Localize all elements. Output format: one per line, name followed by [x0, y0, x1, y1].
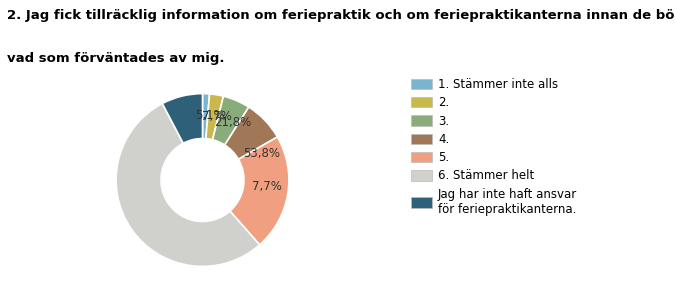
Text: 21,8%: 21,8% — [214, 116, 251, 129]
Text: vad som förväntades av mig.: vad som förväntades av mig. — [7, 52, 224, 65]
Wedge shape — [162, 94, 202, 143]
Wedge shape — [230, 137, 289, 245]
Wedge shape — [225, 107, 277, 159]
Text: 7,7%: 7,7% — [252, 181, 282, 194]
Legend: 1. Stämmer inte alls, 2., 3., 4., 5., 6. Stämmer helt, Jag har inte haft ansvar
: 1. Stämmer inte alls, 2., 3., 4., 5., 6.… — [411, 78, 577, 216]
Text: 2. Jag fick tillräcklig information om feriepraktik och om feriepraktikanterna i: 2. Jag fick tillräcklig information om f… — [7, 9, 675, 22]
Wedge shape — [206, 94, 223, 140]
Text: 5,1%: 5,1% — [195, 109, 225, 122]
Wedge shape — [202, 94, 209, 139]
Wedge shape — [116, 103, 260, 266]
Text: 7,7%: 7,7% — [202, 110, 232, 123]
Wedge shape — [213, 96, 249, 145]
Text: 53,8%: 53,8% — [243, 147, 280, 160]
